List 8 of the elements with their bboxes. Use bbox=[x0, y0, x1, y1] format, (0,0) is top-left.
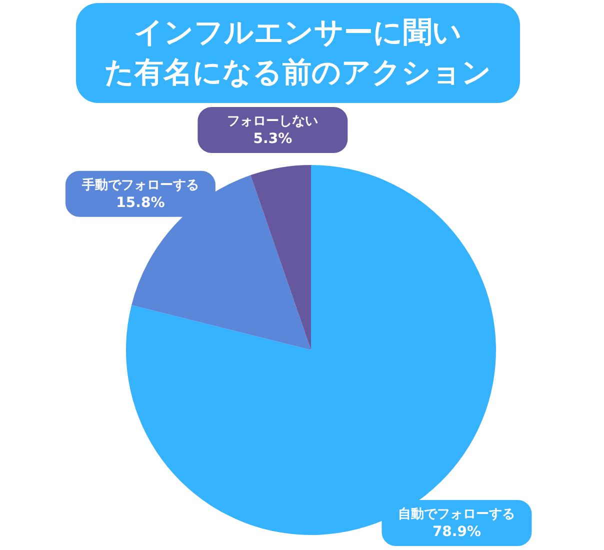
data-label: 78.9% bbox=[432, 524, 482, 540]
slice-label: 自動でフォローする bbox=[398, 507, 516, 522]
data-label: 15.8% bbox=[116, 194, 165, 211]
data-label: 5.3% bbox=[253, 131, 292, 147]
slice-label: フォローしない bbox=[227, 114, 318, 129]
pie-slice bbox=[250, 165, 311, 350]
slice-label: 手動でフォローする bbox=[80, 176, 199, 193]
chart-title: インフルエンサーに聞いた有名になる前のアクション bbox=[104, 15, 492, 89]
